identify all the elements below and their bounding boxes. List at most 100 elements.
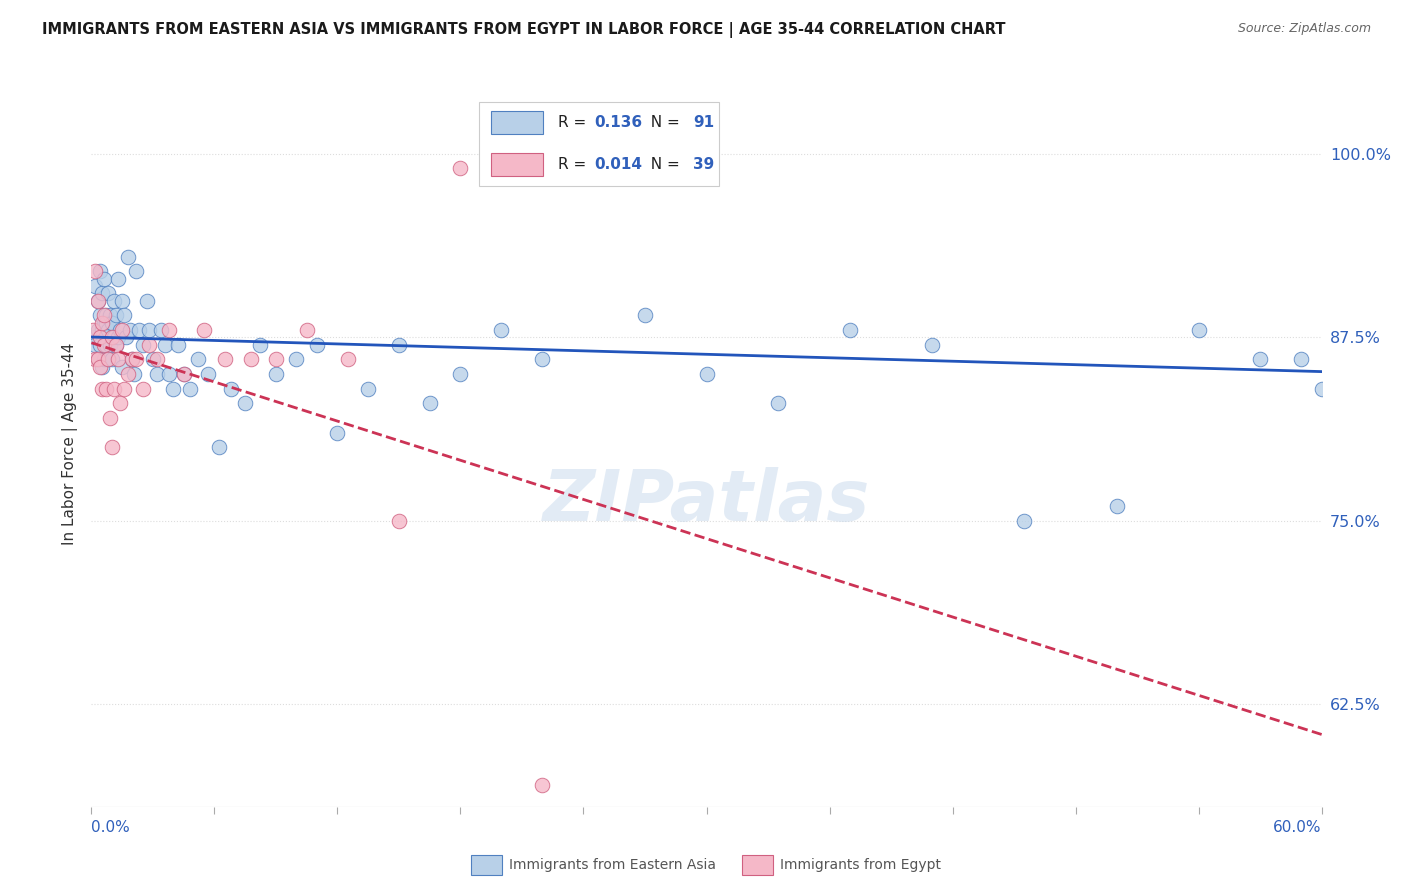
Point bbox=[336, 352, 359, 367]
Point bbox=[1372, 396, 1395, 410]
Point bbox=[111, 359, 134, 374]
Point bbox=[84, 279, 107, 293]
Point bbox=[173, 367, 195, 381]
Point bbox=[94, 382, 117, 396]
Point bbox=[153, 337, 177, 351]
Point bbox=[97, 352, 120, 367]
Text: 0.136: 0.136 bbox=[595, 115, 643, 130]
Point bbox=[264, 352, 287, 367]
Point bbox=[89, 330, 111, 344]
Point bbox=[90, 323, 112, 337]
Point bbox=[449, 161, 471, 176]
Point bbox=[97, 323, 120, 337]
Point bbox=[86, 293, 108, 308]
Point bbox=[193, 323, 215, 337]
Point bbox=[97, 286, 120, 301]
Point bbox=[131, 382, 153, 396]
Point bbox=[94, 337, 117, 351]
Point bbox=[101, 441, 124, 455]
Point bbox=[98, 337, 121, 351]
Text: Immigrants from Eastern Asia: Immigrants from Eastern Asia bbox=[509, 858, 716, 872]
Text: 39: 39 bbox=[693, 157, 714, 172]
Text: Immigrants from Egypt: Immigrants from Egypt bbox=[780, 858, 942, 872]
Point bbox=[124, 367, 146, 381]
Point bbox=[101, 330, 124, 344]
Point bbox=[187, 352, 209, 367]
Point bbox=[115, 330, 138, 344]
Point bbox=[103, 330, 125, 344]
Point bbox=[162, 382, 184, 396]
Point bbox=[89, 337, 111, 351]
Point bbox=[131, 337, 153, 351]
Point bbox=[86, 352, 108, 367]
Text: 60.0%: 60.0% bbox=[1274, 821, 1322, 835]
Point bbox=[207, 441, 229, 455]
Text: Source: ZipAtlas.com: Source: ZipAtlas.com bbox=[1237, 22, 1371, 36]
Point bbox=[326, 425, 349, 440]
Point bbox=[179, 382, 201, 396]
Point bbox=[233, 396, 256, 410]
Point bbox=[94, 316, 117, 330]
Point bbox=[93, 316, 115, 330]
Point bbox=[768, 396, 790, 410]
Point bbox=[117, 367, 139, 381]
Point bbox=[98, 411, 121, 425]
Text: R =: R = bbox=[558, 115, 591, 130]
Point bbox=[86, 293, 108, 308]
Point bbox=[98, 308, 121, 322]
Polygon shape bbox=[479, 102, 718, 186]
Point bbox=[107, 271, 129, 285]
Point bbox=[121, 352, 143, 367]
Point bbox=[86, 323, 108, 337]
Point bbox=[1289, 352, 1312, 367]
Y-axis label: In Labor Force | Age 35-44: In Labor Force | Age 35-44 bbox=[62, 343, 77, 545]
Point bbox=[84, 264, 107, 278]
Point bbox=[82, 323, 104, 337]
Point bbox=[107, 330, 129, 344]
Text: R =: R = bbox=[558, 157, 591, 172]
Bar bbox=[491, 112, 543, 135]
Point bbox=[89, 308, 111, 322]
Text: 91: 91 bbox=[693, 115, 714, 130]
Point bbox=[89, 359, 111, 374]
Point bbox=[1331, 146, 1354, 161]
Point bbox=[112, 382, 135, 396]
Point bbox=[82, 330, 104, 344]
Point bbox=[93, 352, 115, 367]
Point bbox=[135, 293, 157, 308]
Point bbox=[111, 323, 134, 337]
Point bbox=[97, 352, 120, 367]
Point bbox=[107, 352, 129, 367]
Point bbox=[1392, 514, 1406, 528]
Point bbox=[111, 293, 134, 308]
Point bbox=[839, 323, 862, 337]
Point bbox=[138, 323, 160, 337]
Point bbox=[89, 264, 111, 278]
Point bbox=[491, 323, 513, 337]
Point bbox=[117, 250, 139, 264]
Point bbox=[105, 308, 127, 322]
Point bbox=[90, 286, 112, 301]
Point bbox=[634, 308, 657, 322]
Point bbox=[1105, 499, 1128, 513]
Point bbox=[150, 323, 173, 337]
Point bbox=[128, 323, 150, 337]
Point bbox=[166, 337, 188, 351]
Text: IMMIGRANTS FROM EASTERN ASIA VS IMMIGRANTS FROM EGYPT IN LABOR FORCE | AGE 35-44: IMMIGRANTS FROM EASTERN ASIA VS IMMIGRAN… bbox=[42, 22, 1005, 38]
Point bbox=[388, 337, 411, 351]
Point bbox=[142, 352, 165, 367]
Point bbox=[1014, 514, 1036, 528]
Point bbox=[84, 337, 107, 351]
Point bbox=[1351, 323, 1374, 337]
Point bbox=[93, 337, 115, 351]
Point bbox=[108, 396, 131, 410]
Point bbox=[146, 367, 169, 381]
Point bbox=[146, 352, 169, 367]
Text: N =: N = bbox=[641, 157, 685, 172]
Point bbox=[90, 316, 112, 330]
Point bbox=[93, 271, 115, 285]
Text: ZIPatlas: ZIPatlas bbox=[543, 467, 870, 536]
Point bbox=[138, 337, 160, 351]
Point bbox=[173, 367, 195, 381]
Point bbox=[240, 352, 263, 367]
